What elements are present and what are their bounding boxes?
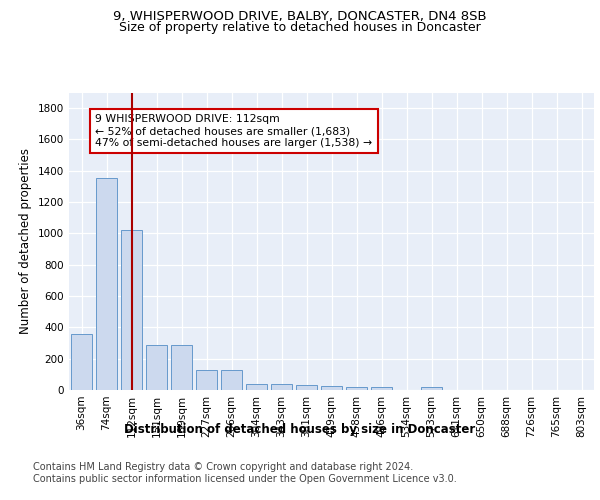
Text: Distribution of detached houses by size in Doncaster: Distribution of detached houses by size … — [124, 422, 476, 436]
Bar — [246, 384, 267, 390]
Text: Size of property relative to detached houses in Doncaster: Size of property relative to detached ho… — [119, 22, 481, 35]
Text: 9, WHISPERWOOD DRIVE, BALBY, DONCASTER, DN4 8SB: 9, WHISPERWOOD DRIVE, BALBY, DONCASTER, … — [113, 10, 487, 23]
Bar — [371, 387, 392, 390]
Bar — [321, 386, 342, 390]
Bar — [296, 384, 317, 390]
Bar — [146, 344, 167, 390]
Bar — [121, 230, 142, 390]
Bar — [421, 387, 442, 390]
Bar — [346, 387, 367, 390]
Text: 9 WHISPERWOOD DRIVE: 112sqm
← 52% of detached houses are smaller (1,683)
47% of : 9 WHISPERWOOD DRIVE: 112sqm ← 52% of det… — [95, 114, 373, 148]
Bar — [221, 370, 242, 390]
Bar — [171, 344, 192, 390]
Bar — [96, 178, 117, 390]
Bar — [71, 334, 92, 390]
Y-axis label: Number of detached properties: Number of detached properties — [19, 148, 32, 334]
Bar — [271, 384, 292, 390]
Bar — [196, 370, 217, 390]
Text: Contains HM Land Registry data © Crown copyright and database right 2024.
Contai: Contains HM Land Registry data © Crown c… — [33, 462, 457, 484]
